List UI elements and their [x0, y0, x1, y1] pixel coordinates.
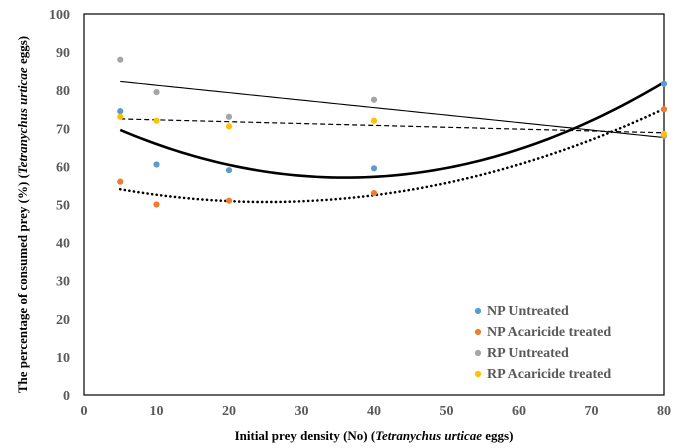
legend: NP Untreated NP Acaricide treated RP Untre…: [474, 304, 611, 382]
x-axis-label: Initial prey density (No) (Tetranychus u…: [235, 428, 514, 443]
trendline-series-1: [119, 81, 665, 179]
x-tick-label: 50: [440, 404, 454, 419]
data-point: [225, 123, 233, 130]
y-tick-label: 30: [56, 275, 70, 290]
data-point: [225, 167, 233, 174]
data-point: [153, 117, 160, 124]
x-tick-label: 80: [657, 404, 671, 419]
data-point: [225, 113, 233, 120]
data-point: [370, 189, 378, 197]
plot-area-border: [83, 13, 665, 396]
x-tick-label: 10: [150, 404, 164, 419]
y-axis-label: The percentage of consumed prey (%) (Tet…: [15, 36, 30, 393]
x-tick-label: 30: [295, 404, 309, 419]
x-tick-label: 0: [81, 404, 88, 419]
y-tick-label: 0: [63, 389, 70, 404]
legend-marker: [474, 307, 482, 315]
data-point: [370, 165, 378, 172]
x-tick-label: 60: [512, 404, 526, 419]
legend-entry-label: NP Acaricide treated: [487, 325, 611, 340]
trendline-series-4: [120, 118, 665, 134]
data-point: [153, 89, 160, 96]
y-tick-label: 50: [56, 199, 70, 214]
trendline-series-2: [118, 107, 666, 204]
y-axis-ticks: 0 10 20 30 40 50 60 70 80 90 100: [49, 8, 70, 404]
plot-frame: [83, 13, 665, 396]
trendlines: [118, 80, 666, 204]
data-point: [117, 113, 124, 120]
data-point: [660, 80, 668, 87]
data-point: [117, 56, 124, 63]
x-tick-label: 20: [222, 404, 236, 419]
data-point: [117, 108, 124, 115]
legend-marker: [474, 328, 482, 336]
y-tick-label: 70: [56, 122, 70, 137]
data-point: [153, 201, 160, 208]
data-point: [117, 178, 124, 185]
y-tick-label: 80: [56, 84, 70, 99]
x-tick-label: 70: [585, 404, 599, 419]
legend-marker: [474, 349, 482, 357]
y-tick-label: 10: [56, 351, 70, 366]
data-point: [153, 161, 160, 168]
data-point: [370, 96, 378, 103]
legend-entry-label: NP Untreated: [487, 304, 569, 319]
legend-entry-label: RP Acaricide treated: [487, 367, 611, 382]
data-point: [225, 197, 233, 204]
y-tick-label: 60: [56, 160, 70, 175]
data-point: [660, 106, 668, 113]
x-tick-label: 40: [367, 404, 381, 419]
data-points: [117, 56, 668, 208]
y-tick-label: 20: [56, 313, 70, 328]
data-point: [660, 130, 668, 138]
trendline-series-3: [120, 80, 665, 139]
y-tick-label: 100: [49, 8, 70, 23]
legend-marker: [474, 370, 482, 378]
legend-entry-label: RP Untreated: [487, 346, 569, 361]
y-tick-label: 90: [56, 46, 70, 61]
data-point: [370, 117, 378, 124]
y-tick-label: 40: [56, 237, 70, 252]
x-axis-ticks: 0 10 20 30 40 50 60 70 80: [81, 404, 672, 419]
